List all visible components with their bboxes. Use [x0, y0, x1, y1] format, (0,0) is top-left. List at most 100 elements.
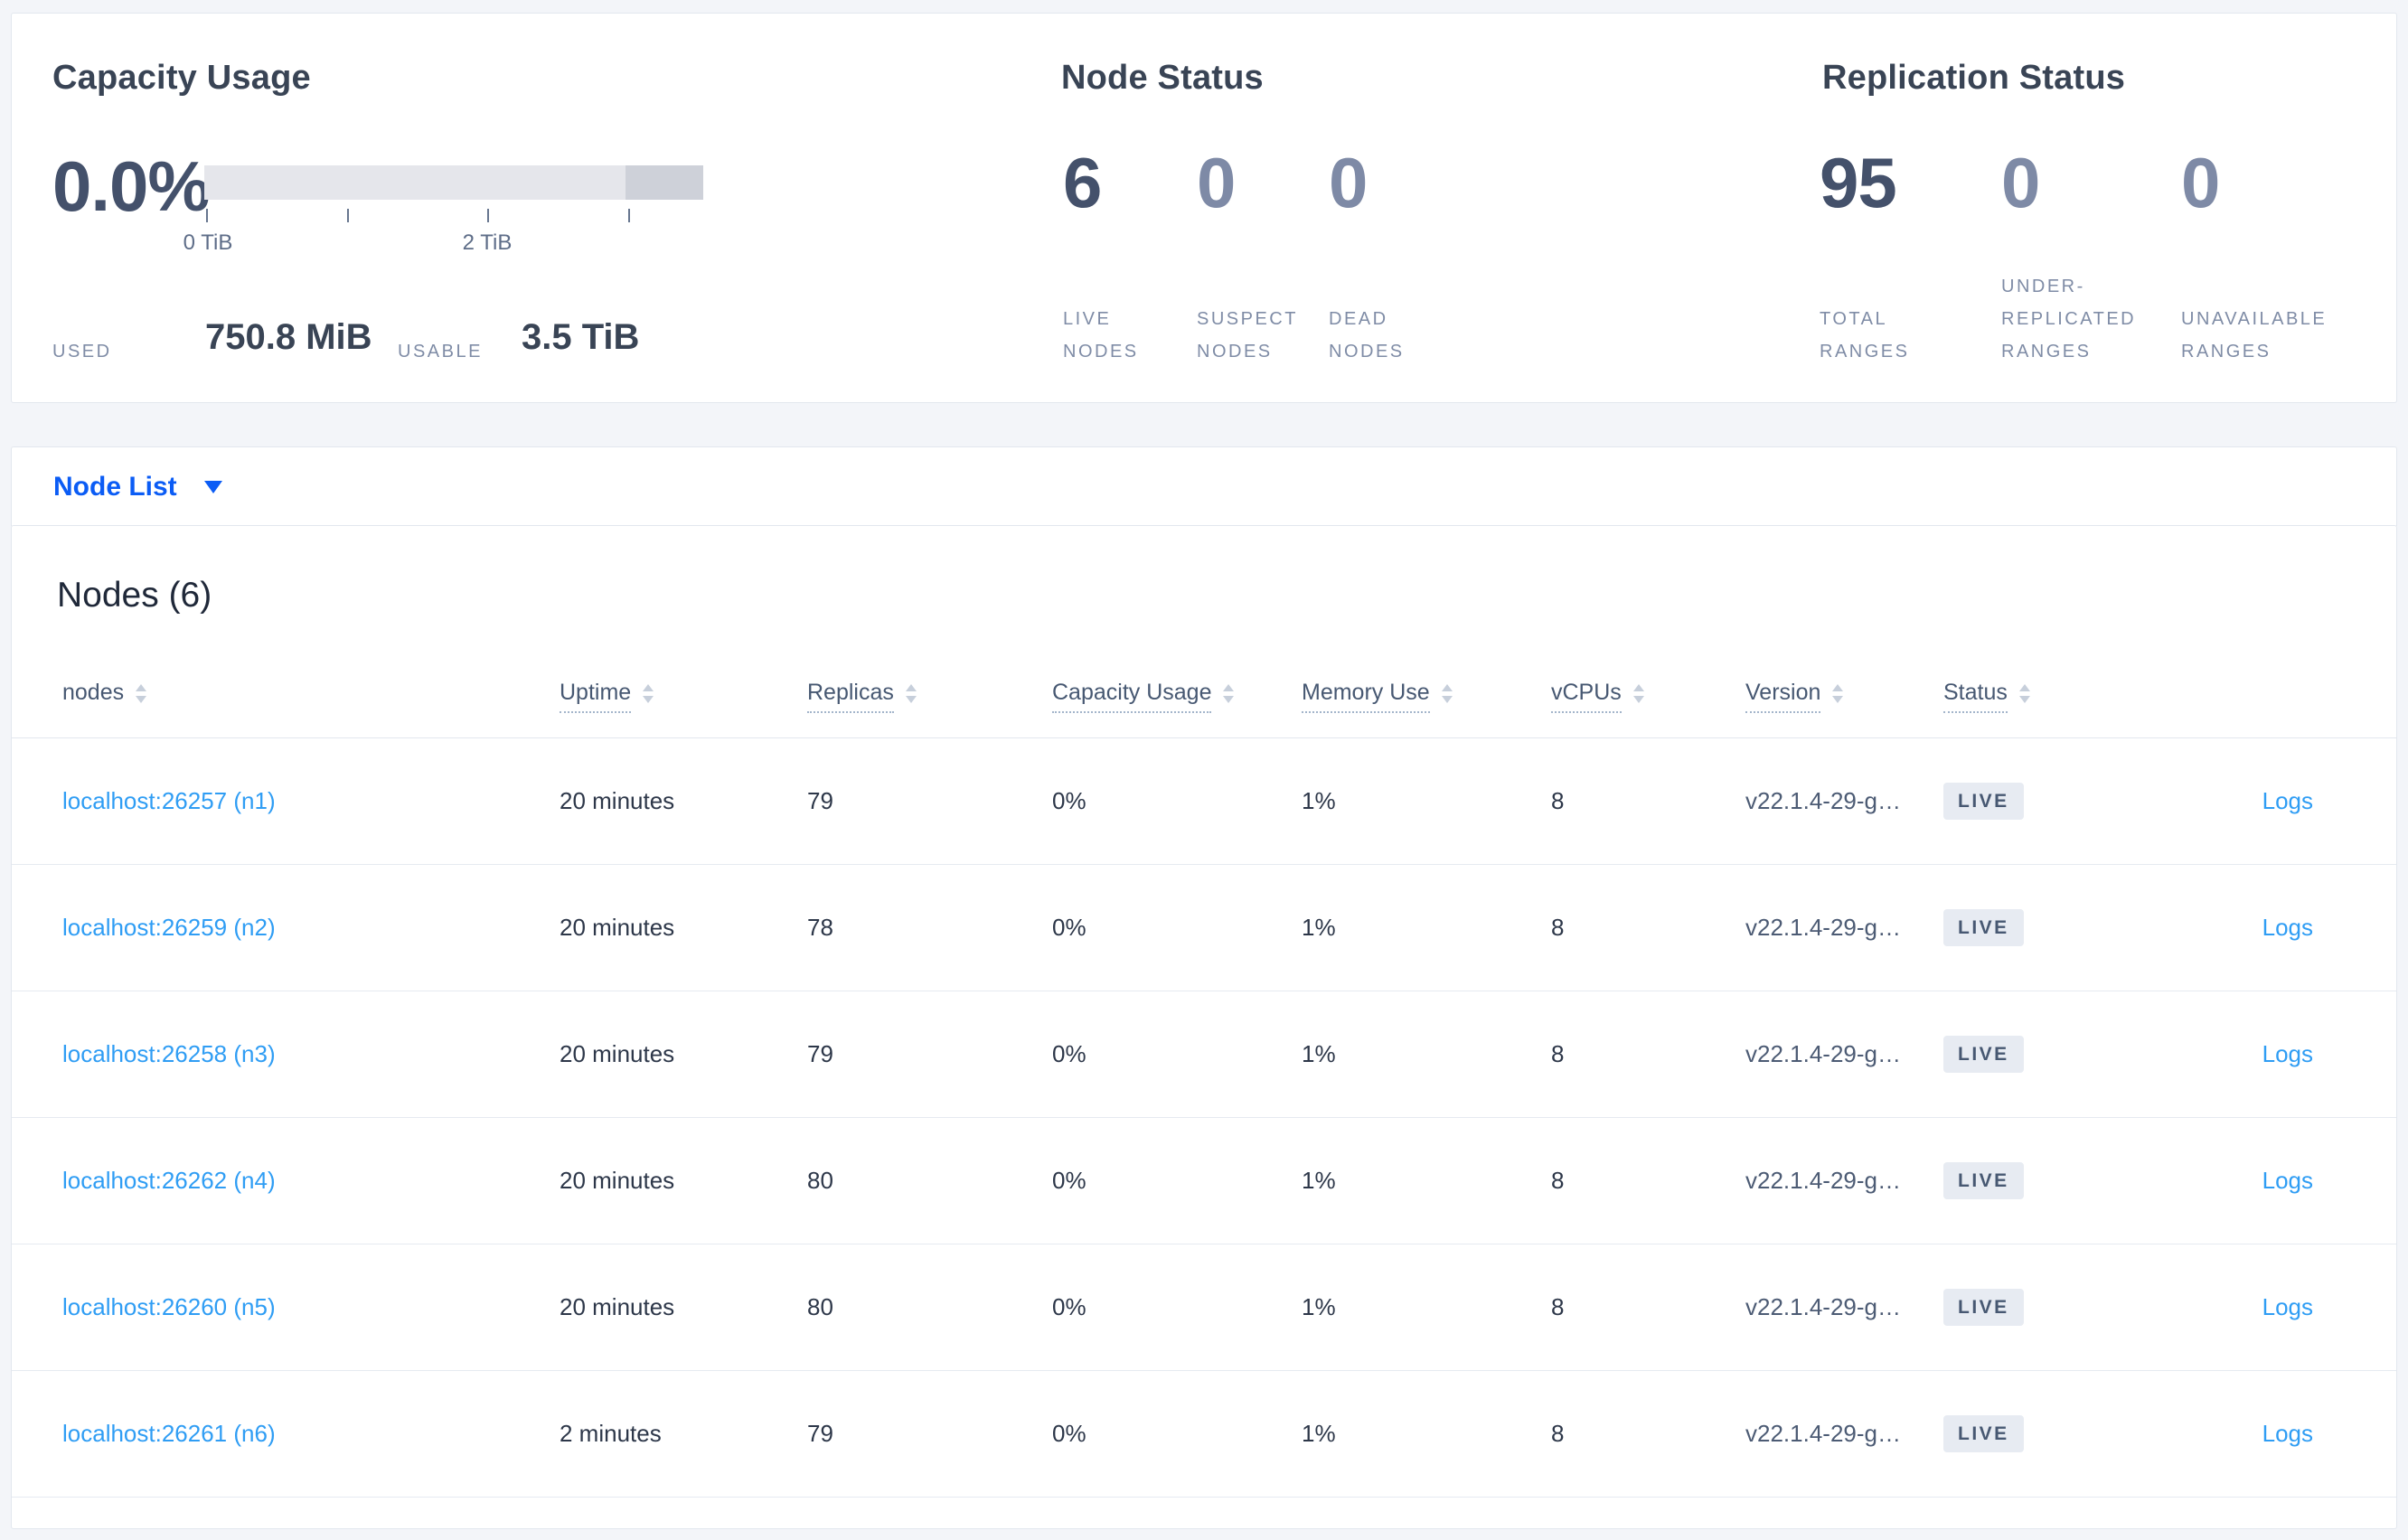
dead-nodes-label: DEAD NODES — [1329, 309, 1405, 362]
axis-tick — [628, 209, 630, 222]
node-list-dropdown-label: Node List — [53, 471, 177, 502]
logs-link[interactable]: Logs — [2262, 914, 2313, 941]
replicas-cell: 79 — [807, 1040, 833, 1067]
memory-use-cell: 1% — [1302, 1040, 1336, 1067]
axis-tick-label: 2 TiB — [462, 230, 513, 255]
chevron-down-icon — [203, 480, 222, 493]
capacity-bar-reserved-segment — [626, 165, 703, 200]
status-badge: LIVE — [1943, 1415, 2024, 1452]
cluster-summary-card: Capacity Usage 0.0% 0 TiB 2 TiB USED 750… — [11, 13, 2397, 403]
node-link[interactable]: localhost:26259 (n2) — [62, 914, 276, 941]
logs-link[interactable]: Logs — [2262, 1040, 2313, 1067]
view-selector-bar: Node List — [11, 446, 2397, 526]
capacity-percent-value: 0.0% — [52, 146, 211, 226]
column-header-nodes[interactable]: nodes — [62, 679, 560, 711]
memory-use-cell: 1% — [1302, 1167, 1336, 1194]
version-cell: v22.1.4-29-g… — [1745, 1040, 1901, 1067]
column-header-version[interactable]: Version — [1745, 679, 1943, 713]
nodes-count-heading: Nodes (6) — [57, 576, 212, 615]
unavailable-ranges-value: 0 — [2181, 143, 2220, 222]
logs-link[interactable]: Logs — [2262, 787, 2313, 814]
replicas-cell: 80 — [807, 1293, 833, 1320]
node-status-stats: 6 LIVE NODES 0 SUSPECT NODES 0 DEAD NODE… — [1063, 147, 1473, 368]
column-header-capacity-usage[interactable]: Capacity Usage — [1052, 679, 1302, 713]
uptime-cell: 20 minutes — [560, 787, 675, 814]
capacity-usage-bar: 0 TiB 2 TiB — [183, 165, 703, 265]
version-cell: v22.1.4-29-g… — [1745, 787, 1901, 814]
total-ranges-stat: 95 TOTAL RANGES — [1820, 147, 2001, 368]
logs-link[interactable]: Logs — [2262, 1420, 2313, 1447]
replicas-cell: 79 — [807, 1420, 833, 1447]
axis-tick-label: 0 TiB — [183, 230, 233, 255]
uptime-cell: 20 minutes — [560, 914, 675, 941]
memory-use-cell: 1% — [1302, 787, 1336, 814]
dead-nodes-value: 0 — [1329, 143, 1368, 222]
live-nodes-stat: 6 LIVE NODES — [1063, 147, 1197, 368]
nodes-table-card: Nodes (6) nodes Uptime Replicas Capacity… — [11, 525, 2397, 1529]
node-list-dropdown[interactable]: Node List — [53, 472, 222, 502]
axis-tick — [487, 209, 489, 222]
capacity-usage-cell: 0% — [1052, 1293, 1086, 1320]
replication-status-stats: 95 TOTAL RANGES 0 UNDER-REPLICATED RANGE… — [1820, 147, 2371, 368]
replicas-cell: 78 — [807, 914, 833, 941]
under-replicated-label: UNDER-REPLICATED RANGES — [2001, 277, 2137, 362]
node-link[interactable]: localhost:26257 (n1) — [62, 787, 276, 814]
node-link[interactable]: localhost:26261 (n6) — [62, 1420, 276, 1447]
sort-icon — [643, 684, 654, 703]
capacity-usage-cell: 0% — [1052, 1420, 1086, 1447]
column-header-uptime[interactable]: Uptime — [560, 679, 807, 713]
capacity-usage-cell: 0% — [1052, 1040, 1086, 1067]
under-replicated-value: 0 — [2001, 143, 2040, 222]
sort-icon — [1441, 684, 1453, 703]
axis-tick — [347, 209, 349, 222]
capacity-usage-title: Capacity Usage — [52, 59, 311, 97]
table-row: localhost:26257 (n1) 20 minutes 79 0% 1%… — [12, 738, 2396, 865]
used-value: 750.8 MiB — [205, 317, 372, 357]
status-badge: LIVE — [1943, 1036, 2024, 1073]
table-row: localhost:26260 (n5) 20 minutes 80 0% 1%… — [12, 1244, 2396, 1371]
memory-use-cell: 1% — [1302, 914, 1336, 941]
logs-link[interactable]: Logs — [2262, 1293, 2313, 1320]
memory-use-cell: 1% — [1302, 1293, 1336, 1320]
version-cell: v22.1.4-29-g… — [1745, 914, 1901, 941]
uptime-cell: 2 minutes — [560, 1420, 662, 1447]
status-badge: LIVE — [1943, 783, 2024, 820]
usable-value: 3.5 TiB — [522, 317, 640, 357]
node-link[interactable]: localhost:26260 (n5) — [62, 1293, 276, 1320]
suspect-nodes-stat: 0 SUSPECT NODES — [1197, 147, 1329, 368]
node-link[interactable]: localhost:26258 (n3) — [62, 1040, 276, 1067]
used-label: USED — [52, 342, 112, 362]
version-cell: v22.1.4-29-g… — [1745, 1293, 1901, 1320]
vcpus-cell: 8 — [1551, 1167, 1565, 1194]
table-row: localhost:26261 (n6) 2 minutes 79 0% 1% … — [12, 1371, 2396, 1498]
live-nodes-label: LIVE NODES — [1063, 309, 1139, 362]
sort-icon — [1832, 684, 1844, 703]
dead-nodes-stat: 0 DEAD NODES — [1329, 147, 1473, 368]
capacity-usage-cell: 0% — [1052, 787, 1086, 814]
total-ranges-label: TOTAL RANGES — [1820, 309, 1910, 362]
column-header-replicas[interactable]: Replicas — [807, 679, 1052, 713]
vcpus-cell: 8 — [1551, 1293, 1565, 1320]
suspect-nodes-value: 0 — [1197, 143, 1236, 222]
vcpus-cell: 8 — [1551, 787, 1565, 814]
table-row: localhost:26259 (n2) 20 minutes 78 0% 1%… — [12, 865, 2396, 991]
capacity-usage-cell: 0% — [1052, 1167, 1086, 1194]
sort-icon — [2018, 684, 2030, 703]
memory-use-cell: 1% — [1302, 1420, 1336, 1447]
status-badge: LIVE — [1943, 1162, 2024, 1199]
column-header-memory-use[interactable]: Memory Use — [1302, 679, 1551, 713]
table-row: localhost:26262 (n4) 20 minutes 80 0% 1%… — [12, 1118, 2396, 1244]
uptime-cell: 20 minutes — [560, 1167, 675, 1194]
node-status-title: Node Status — [1061, 59, 1264, 97]
vcpus-cell: 8 — [1551, 1040, 1565, 1067]
uptime-cell: 20 minutes — [560, 1293, 675, 1320]
column-header-status[interactable]: Status — [1943, 679, 2160, 713]
capacity-bar-usable-segment — [204, 165, 626, 200]
vcpus-cell: 8 — [1551, 1420, 1565, 1447]
node-link[interactable]: localhost:26262 (n4) — [62, 1167, 276, 1194]
column-header-vcpus[interactable]: vCPUs — [1551, 679, 1745, 713]
logs-link[interactable]: Logs — [2262, 1167, 2313, 1194]
usable-label: USABLE — [398, 342, 483, 362]
axis-tick — [206, 209, 208, 222]
sort-icon — [1632, 684, 1644, 703]
